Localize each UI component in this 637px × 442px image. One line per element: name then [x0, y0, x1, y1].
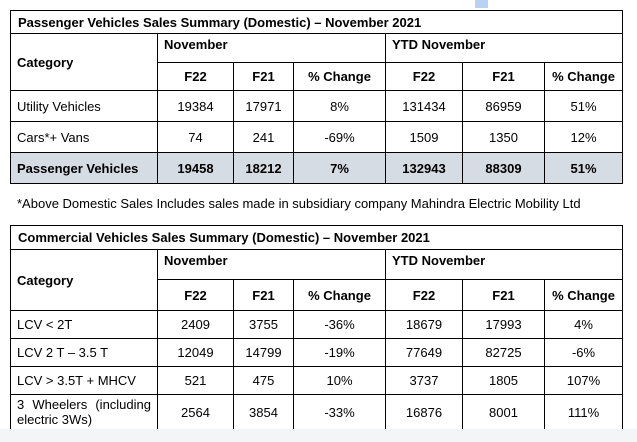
cell-value: 1805 — [462, 366, 545, 395]
cell-value: 111% — [543, 394, 624, 430]
cell-value: 107% — [543, 366, 624, 395]
cell-value: 7% — [293, 152, 386, 184]
cell-value: 1350 — [462, 121, 545, 153]
group-header-november: November — [157, 249, 386, 280]
cell-value: 3737 — [385, 366, 463, 395]
cell-value: 19384 — [157, 90, 234, 122]
cell-value: 8001 — [462, 394, 545, 430]
cell-value: 131434 — [385, 90, 463, 122]
cell-value: 18212 — [233, 152, 294, 184]
cell-value: -19% — [293, 338, 386, 367]
column-header-f21-ytd: F21 — [462, 62, 545, 91]
row-category: Cars*+ Vans — [10, 121, 158, 153]
cell-value: 19458 — [157, 152, 234, 184]
cell-value: 241 — [233, 121, 294, 153]
cell-value: 12049 — [157, 338, 234, 367]
passenger-sales-table-container: Passenger Vehicles Sales Summary (Domest… — [9, 10, 624, 184]
row-category: 3 Wheelers (including electric 3Ws) — [10, 394, 158, 430]
cell-value: 3755 — [233, 310, 294, 339]
table-row-utility-vehicles: Utility Vehicles 19384 17971 8% 131434 8… — [10, 90, 624, 122]
sub-header-row: F22 F21 % Change F22 F21 % Change — [11, 62, 624, 91]
cell-value: 3854 — [233, 394, 294, 430]
page-bottom-strip — [0, 429, 637, 442]
cell-value: 86959 — [462, 90, 545, 122]
column-header-f22-ytd: F22 — [385, 279, 463, 311]
row-category: LCV > 3.5T + MHCV — [10, 366, 158, 395]
cell-value: 132943 — [385, 152, 463, 184]
passenger-sales-table: Passenger Vehicles Sales Summary (Domest… — [9, 10, 624, 184]
table-title-row: Passenger Vehicles Sales Summary (Domest… — [9, 10, 624, 34]
row-category: LCV 2 T – 3.5 T — [10, 338, 158, 367]
row-category: Utility Vehicles — [10, 90, 158, 122]
cell-value: 18679 — [385, 310, 463, 339]
column-header-f22-nov: F22 — [157, 62, 234, 91]
cell-value: 475 — [233, 366, 294, 395]
column-header-f21-ytd: F21 — [462, 279, 545, 311]
column-header-f21-nov: F21 — [233, 279, 294, 311]
cell-value: 8% — [293, 90, 386, 122]
row-category: Passenger Vehicles — [10, 152, 158, 184]
cell-value: 74 — [157, 121, 234, 153]
column-header-change-nov: % Change — [293, 62, 386, 91]
cell-value: 51% — [543, 90, 624, 122]
table-row-lcv-2t-3-5t: LCV 2 T – 3.5 T 12049 14799 -19% 77649 8… — [10, 338, 624, 367]
column-header-change-nov: % Change — [293, 279, 386, 311]
cell-value: 4% — [543, 310, 624, 339]
column-header-change-ytd: % Change — [543, 62, 624, 91]
sub-header-row: F22 F21 % Change F22 F21 % Change — [11, 279, 624, 311]
cell-value: 82725 — [462, 338, 545, 367]
group-header-row: Category November YTD November — [10, 249, 624, 311]
row-category: LCV < 2T — [10, 310, 158, 339]
column-header-change-ytd: % Change — [543, 279, 624, 311]
cell-value: 16876 — [385, 394, 463, 430]
passenger-table-title: Passenger Vehicles Sales Summary (Domest… — [9, 10, 624, 34]
table-title-row: Commercial Vehicles Sales Summary (Domes… — [9, 225, 624, 250]
commercial-table-title: Commercial Vehicles Sales Summary (Domes… — [9, 225, 624, 250]
scrollbar-thumb-fragment — [475, 0, 488, 8]
cell-value: -33% — [293, 394, 386, 430]
column-header-category: Category — [10, 33, 158, 91]
column-header-f21-nov: F21 — [233, 62, 294, 91]
group-header-ytd-november: YTD November — [384, 249, 624, 280]
cell-value: 17971 — [233, 90, 294, 122]
column-header-f22-nov: F22 — [157, 279, 234, 311]
table-row-lcv-over-3-5t-mhcv: LCV > 3.5T + MHCV 521 475 10% 3737 1805 … — [10, 366, 624, 395]
cell-value: 51% — [543, 152, 624, 184]
cell-value: 12% — [543, 121, 624, 153]
commercial-sales-table-container: Commercial Vehicles Sales Summary (Domes… — [9, 225, 624, 430]
cell-value: -6% — [543, 338, 624, 367]
cell-value: 10% — [293, 366, 386, 395]
commercial-sales-table: Commercial Vehicles Sales Summary (Domes… — [9, 225, 624, 430]
column-header-category: Category — [10, 249, 158, 311]
cell-value: -69% — [293, 121, 386, 153]
cell-value: 88309 — [462, 152, 545, 184]
table-row-3-wheelers: 3 Wheelers (including electric 3Ws) 2564… — [10, 394, 624, 430]
footnote-text: *Above Domestic Sales Includes sales mad… — [17, 196, 581, 211]
table-row-passenger-vehicles-total: Passenger Vehicles 19458 18212 7% 132943… — [10, 152, 624, 184]
table-row-cars-vans: Cars*+ Vans 74 241 -69% 1509 1350 12% — [10, 121, 624, 153]
cell-value: 2409 — [157, 310, 234, 339]
cell-value: 17993 — [462, 310, 545, 339]
cell-value: 14799 — [233, 338, 294, 367]
table-row-lcv-under-2t: LCV < 2T 2409 3755 -36% 18679 17993 4% — [10, 310, 624, 339]
cell-value: -36% — [293, 310, 386, 339]
cell-value: 1509 — [385, 121, 463, 153]
cell-value: 2564 — [157, 394, 234, 430]
cell-value: 521 — [157, 366, 234, 395]
group-header-november: November — [157, 33, 386, 63]
column-header-f22-ytd: F22 — [385, 62, 463, 91]
cell-value: 77649 — [385, 338, 463, 367]
group-header-ytd-november: YTD November — [384, 33, 624, 63]
group-header-row: Category November YTD November — [10, 33, 624, 91]
